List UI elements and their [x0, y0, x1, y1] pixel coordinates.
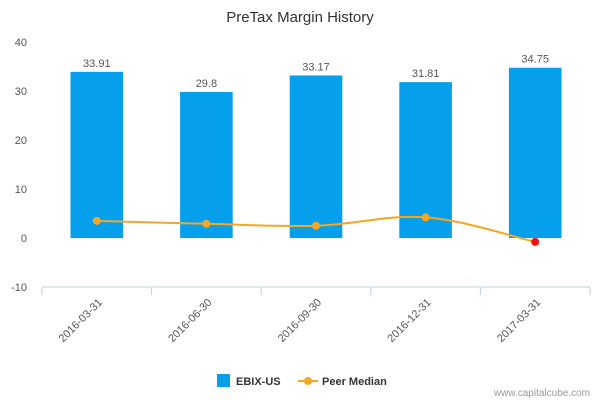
watermark: www.capitalcube.com	[493, 388, 590, 399]
legend-label-ebix[interactable]: EBIX-US	[236, 376, 281, 388]
bar	[180, 91, 233, 238]
peer-median-point	[421, 213, 430, 222]
bar-value-label: 34.75	[521, 54, 549, 66]
peer-median-point	[202, 219, 211, 228]
x-tick-label: 2016-12-31	[385, 297, 433, 345]
bar	[70, 71, 124, 238]
bar-value-label: 33.91	[83, 58, 111, 70]
bar-value-label: 33.17	[302, 61, 330, 73]
x-tick-label: 2016-03-31	[57, 297, 105, 345]
y-tick-label: 20	[15, 135, 27, 147]
legend: EBIX-US Peer Median	[217, 374, 387, 388]
legend-swatch-ebix[interactable]	[217, 374, 230, 387]
legend-swatch-peer-marker	[304, 377, 312, 385]
x-tick-label: 2016-09-30	[276, 297, 324, 345]
peer-median-point	[312, 221, 320, 230]
y-tick-label: 40	[15, 37, 27, 49]
peer-median-series	[92, 213, 540, 246]
bar-value-label: 31.81	[412, 68, 440, 80]
y-axis: -10 0 10 20 30 40	[11, 37, 27, 294]
legend-label-peer-median[interactable]: Peer Median	[322, 376, 387, 388]
bar	[508, 67, 562, 238]
x-tick-label: 2017-03-31	[495, 297, 543, 345]
bar	[399, 82, 452, 238]
bar-series	[70, 67, 562, 238]
chart-title: PreTax Margin History	[226, 9, 374, 26]
y-tick-label: 10	[15, 184, 27, 196]
bar-value-labels: 33.91 29.8 33.17 31.81 34.75	[83, 54, 549, 90]
y-tick-label: 30	[15, 86, 27, 98]
x-tick-label: 2016-06-30	[166, 297, 214, 345]
peer-median-point	[531, 237, 540, 246]
peer-median-point	[92, 216, 101, 225]
y-tick-label: -10	[11, 282, 27, 294]
x-axis: 2016-03-31 2016-06-30 2016-09-30 2016-12-31…	[41, 286, 591, 345]
bar	[289, 75, 343, 238]
bar-value-label: 29.8	[196, 78, 217, 90]
y-tick-label: 0	[21, 233, 27, 245]
